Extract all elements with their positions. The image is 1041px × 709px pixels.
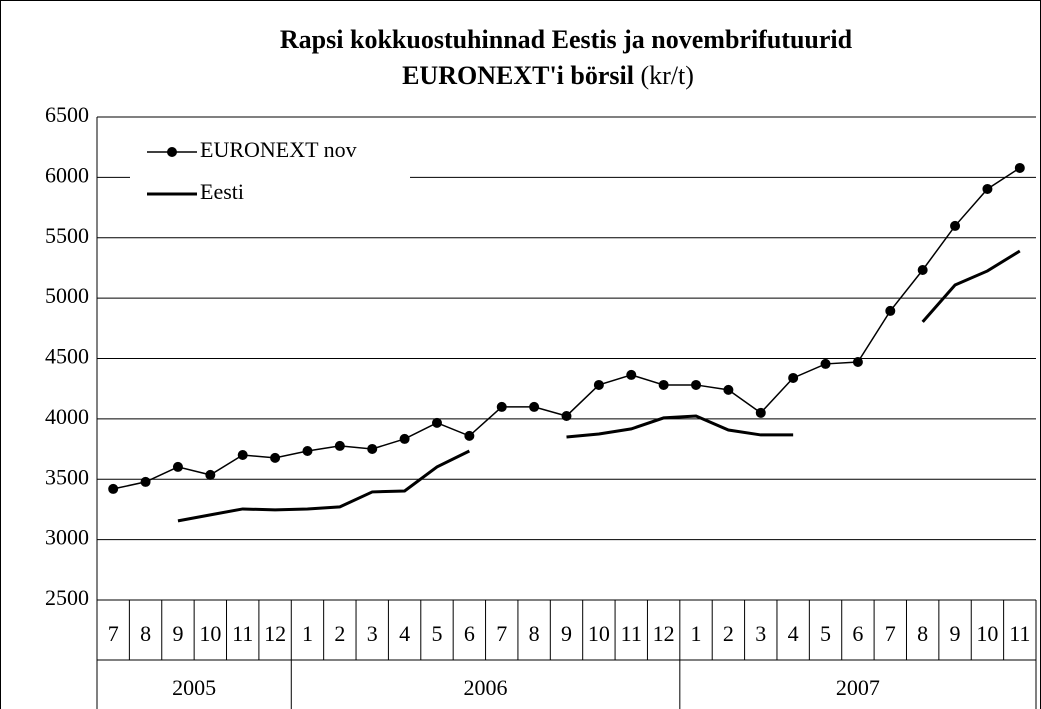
point — [691, 379, 702, 390]
y-tick-label: 4500 — [45, 344, 89, 369]
point — [172, 461, 183, 472]
x-tick-label: 10 — [588, 621, 610, 646]
point — [950, 220, 961, 231]
x-tick-label: 4 — [788, 621, 799, 646]
point — [723, 384, 734, 395]
legend-box — [130, 132, 410, 212]
x-tick-label: 12 — [653, 621, 675, 646]
x-tick-label: 1 — [691, 621, 702, 646]
x-tick-label: 1 — [302, 621, 313, 646]
point — [755, 407, 766, 418]
chart-title-bold: EURONEXT'i börsil — [402, 61, 634, 90]
y-tick-label: 3500 — [45, 464, 89, 489]
y-tick-label: 6000 — [45, 162, 89, 187]
point — [820, 358, 831, 369]
y-tick-label: 5500 — [45, 223, 89, 248]
x-tick-label: 7 — [885, 621, 896, 646]
year-label: 2006 — [464, 675, 508, 700]
x-tick-label: 5 — [820, 621, 831, 646]
point — [917, 264, 928, 275]
legend-label: EURONEXT nov — [200, 137, 357, 162]
x-tick-label: 7 — [108, 621, 119, 646]
point — [658, 379, 669, 390]
point — [885, 305, 896, 316]
point — [205, 469, 216, 480]
x-tick-label: 7 — [496, 621, 507, 646]
point — [852, 357, 863, 368]
point — [108, 483, 119, 494]
point — [140, 476, 151, 487]
chart-title: Rapsi kokkuostuhinnad Eestis ja novembri… — [280, 25, 853, 54]
legend-marker — [167, 147, 177, 157]
point — [593, 379, 604, 390]
x-tick-label: 4 — [399, 621, 410, 646]
point — [496, 401, 507, 412]
x-tick-label: 8 — [140, 621, 151, 646]
x-tick-label: 9 — [950, 621, 961, 646]
point — [334, 440, 345, 451]
x-tick-label: 5 — [431, 621, 442, 646]
point — [270, 452, 281, 463]
x-tick-label: 8 — [917, 621, 928, 646]
point — [561, 410, 572, 421]
x-tick-label: 2 — [334, 621, 345, 646]
point — [367, 443, 378, 454]
x-tick-label: 10 — [976, 621, 998, 646]
x-tick-label: 9 — [561, 621, 572, 646]
x-tick-label: 9 — [172, 621, 183, 646]
year-label: 2005 — [172, 675, 216, 700]
point — [529, 401, 540, 412]
point — [431, 417, 442, 428]
x-tick-label: 11 — [1009, 621, 1030, 646]
point — [788, 372, 799, 383]
point — [237, 449, 248, 460]
x-tick-label: 6 — [852, 621, 863, 646]
x-tick-label: 2 — [723, 621, 734, 646]
y-tick-label: 2500 — [45, 585, 89, 610]
point — [399, 433, 410, 444]
legend-label: Eesti — [200, 179, 244, 204]
y-tick-label: 4000 — [45, 404, 89, 429]
point — [464, 430, 475, 441]
x-tick-label: 11 — [621, 621, 642, 646]
x-tick-label: 3 — [755, 621, 766, 646]
series-line — [177, 249, 1021, 523]
chart-title: EURONEXT'i börsil (kr/t) — [402, 61, 694, 90]
point — [302, 445, 313, 456]
x-tick-label: 11 — [232, 621, 253, 646]
x-tick-label: 3 — [367, 621, 378, 646]
point — [626, 369, 637, 380]
x-tick-label: 12 — [264, 621, 286, 646]
point — [1014, 162, 1025, 173]
series-line — [113, 167, 1021, 490]
year-label: 2007 — [836, 675, 880, 700]
x-tick-label: 10 — [199, 621, 221, 646]
point — [982, 183, 993, 194]
x-tick-label: 6 — [464, 621, 475, 646]
y-tick-label: 5000 — [45, 283, 89, 308]
y-tick-label: 3000 — [45, 525, 89, 550]
chart-unit: (kr/t) — [640, 61, 693, 90]
x-tick-label: 8 — [529, 621, 540, 646]
y-tick-label: 6500 — [45, 102, 89, 127]
